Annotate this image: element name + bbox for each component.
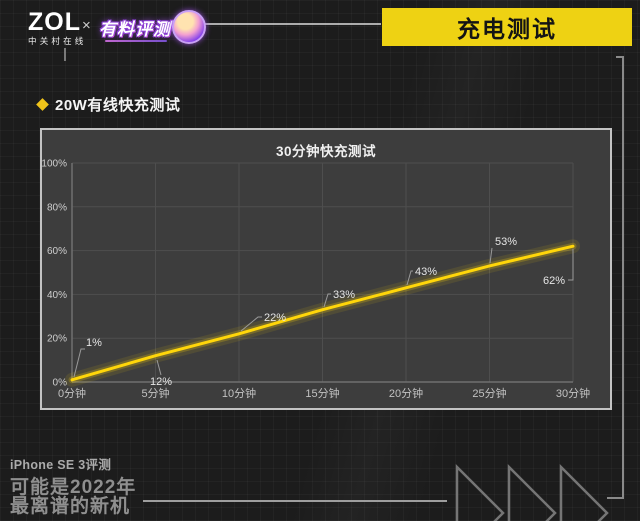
svg-text:43%: 43% — [415, 266, 437, 278]
svg-text:33%: 33% — [333, 289, 355, 301]
line-chart: 0% 20% 40% 60% 80% 100% 0分钟 5分钟 10分钟 15分钟 20分钟 25分钟… — [42, 159, 590, 401]
partner-avatar-icon — [172, 10, 206, 44]
svg-text:60%: 60% — [47, 246, 67, 257]
footer-headline-line2: 最离谱的新机 — [10, 496, 131, 517]
svg-text:30分钟: 30分钟 — [556, 386, 590, 400]
partner-logo-underline — [105, 40, 167, 42]
banner-label: 充电测试 — [457, 16, 557, 42]
footer-headline-line1: 可能是2022年 — [10, 477, 137, 498]
svg-text:20%: 20% — [47, 334, 67, 345]
svg-text:25分钟: 25分钟 — [472, 386, 506, 400]
collab-x-separator: × — [82, 17, 91, 34]
partner-logo: 有料评测 — [99, 8, 206, 46]
section-title-label: 20W有线快充测试 — [55, 97, 181, 114]
svg-text:0%: 0% — [53, 378, 68, 389]
triangle-chevrons-icon — [455, 463, 609, 521]
chart-title: 30分钟快充测试 — [275, 144, 377, 159]
svg-text:10分钟: 10分钟 — [222, 386, 256, 400]
svg-text:62%: 62% — [543, 275, 565, 287]
svg-text:40%: 40% — [47, 290, 67, 301]
svg-text:1%: 1% — [86, 337, 102, 349]
svg-text:15分钟: 15分钟 — [305, 386, 339, 400]
svg-text:80%: 80% — [47, 202, 67, 213]
section-title: 20W有线快充测试 — [36, 94, 181, 115]
zol-logo-subtitle: 中关村在线 — [28, 36, 87, 46]
zol-logo-text: ZOL — [28, 8, 81, 36]
svg-text:5分钟: 5分钟 — [141, 386, 169, 400]
svg-text:20分钟: 20分钟 — [389, 386, 423, 400]
zol-logo: ZOL 中关村在线 — [28, 10, 87, 47]
charging-test-banner: 充电测试 — [382, 8, 632, 46]
svg-text:0分钟: 0分钟 — [58, 386, 86, 400]
footer: iPhone SE 3评测 可能是2022年 最离谱的新机 — [10, 454, 136, 516]
svg-text:12%: 12% — [150, 376, 172, 388]
partner-logo-text: 有料评测 — [99, 19, 171, 39]
svg-text:22%: 22% — [264, 312, 286, 324]
footer-kicker: iPhone SE 3评测 — [10, 458, 112, 472]
diamond-bullet-icon — [36, 98, 49, 111]
svg-text:53%: 53% — [495, 236, 517, 248]
chart-panel: 0% 20% 40% 60% 80% 100% 0分钟 5分钟 10分钟 15分钟 20分钟 25分钟… — [40, 128, 612, 410]
svg-text:100%: 100% — [42, 159, 67, 170]
